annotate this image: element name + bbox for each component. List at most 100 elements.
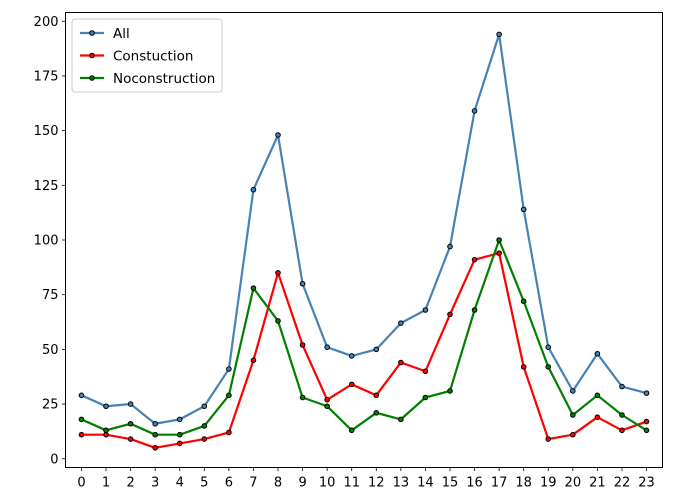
data-point-noconstruction [471,307,478,313]
data-point-all [250,186,257,193]
x-tick-label: 8 [274,476,282,491]
data-point-noconstruction [545,364,552,370]
y-tick-label: 0 [50,452,58,467]
data-point-all [520,206,527,213]
x-tick-label: 15 [442,476,459,491]
data-point-all [398,320,404,326]
x-tick-label: 23 [638,476,655,491]
data-point-all [226,366,232,372]
series-line-all [80,33,648,425]
data-point-constuction [570,431,576,438]
y-tick-label: 175 [34,69,59,84]
data-point-noconstruction [520,298,527,305]
data-point-all [643,390,650,396]
data-point-constuction [299,342,306,348]
x-tick-label: 2 [126,476,134,491]
data-point-noconstruction [570,412,576,418]
data-point-all [471,108,478,114]
y-tick-label: 75 [42,288,59,303]
series-markers [78,31,650,451]
data-point-constuction [447,311,453,318]
data-point-all [275,132,281,138]
data-point-noconstruction [348,427,355,434]
data-point-constuction [520,364,527,370]
data-point-all [324,344,330,350]
x-tick-label: 13 [393,476,410,491]
data-point-constuction [545,436,552,442]
data-point-constuction [594,414,601,420]
data-point-all [176,416,183,423]
data-point-noconstruction [422,394,429,401]
x-tick-label: 18 [515,476,532,491]
data-point-constuction [201,436,208,442]
x-tick-label: 20 [565,476,582,491]
data-point-noconstruction [594,392,601,399]
legend: All Constuction Noconstruction [71,18,223,93]
data-point-all [545,344,552,350]
legend-label-noconstruction: Noconstruction [113,71,215,87]
data-point-all [422,307,429,313]
data-point-all [594,350,601,357]
x-tick-label: 11 [343,476,360,491]
x-tick-label: 4 [176,476,184,491]
data-point-noconstruction [496,237,502,243]
x-tick-label: 3 [151,476,159,491]
x-tick-label: 19 [540,476,557,491]
data-point-noconstruction [447,388,453,394]
x-tick-label: 7 [249,476,257,491]
legend-label-all: All [113,26,130,42]
legend-label-constuction: Constuction [113,49,193,65]
data-point-constuction [348,381,355,388]
data-point-all [570,388,576,394]
data-point-noconstruction [103,427,109,434]
x-tick-label: 0 [77,476,85,491]
data-point-noconstruction [324,403,330,410]
data-point-constuction [422,368,429,375]
x-tick-label: 6 [225,476,233,491]
x-tick-label: 14 [417,476,434,491]
x-tick-label: 10 [319,476,336,491]
data-point-all [103,403,109,410]
x-tick-label: 5 [200,476,208,491]
data-point-constuction [619,427,625,434]
legend-marker-noconstruction [89,75,95,81]
data-point-noconstruction [299,394,306,401]
y-tick-label: 100 [34,234,59,249]
data-point-noconstruction [373,410,380,416]
data-point-constuction [78,431,85,438]
x-tick-label: 1 [102,476,110,491]
legend-box [71,18,223,93]
data-point-noconstruction [78,416,85,423]
y-tick-label: 50 [42,343,59,358]
x-tick-label: 21 [589,476,606,491]
legend-marker-all [89,30,95,36]
y-tick-label: 25 [42,398,59,413]
x-tick-label: 12 [368,476,385,491]
data-point-constuction [152,445,158,451]
data-point-all [78,392,85,399]
data-point-noconstruction [226,392,232,399]
data-point-noconstruction [643,427,650,434]
data-point-noconstruction [250,285,257,291]
data-point-noconstruction [201,423,208,429]
data-point-all [201,403,208,410]
y-tick-label: 200 [34,15,59,30]
data-point-constuction [471,256,478,263]
data-point-all [299,280,306,287]
data-point-all [127,401,134,407]
data-point-constuction [643,418,650,425]
data-point-constuction [496,250,502,256]
data-point-noconstruction [398,416,404,423]
data-point-constuction [176,440,183,447]
series-line-noconstruction [80,238,649,436]
series-line-constuction [80,252,648,449]
plot-frame [65,12,663,468]
data-point-constuction [275,270,281,276]
series-lines [80,33,649,449]
data-point-constuction [226,429,232,436]
data-point-constuction [398,359,404,366]
x-tick-label: 22 [614,476,631,491]
data-point-constuction [250,357,257,364]
data-point-noconstruction [619,412,625,418]
